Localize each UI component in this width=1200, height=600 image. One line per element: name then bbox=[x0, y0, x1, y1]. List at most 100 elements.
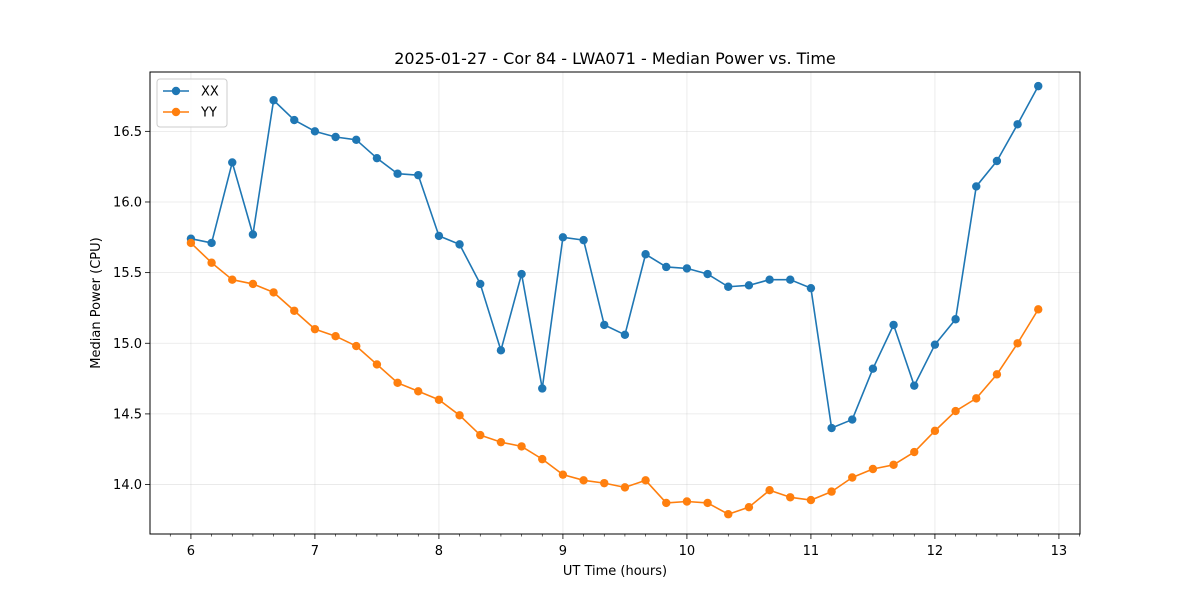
data-point bbox=[434, 395, 444, 404]
data-point bbox=[765, 486, 774, 495]
data-point bbox=[517, 269, 526, 279]
data-point bbox=[476, 430, 485, 440]
y-tick-label: 15.5 bbox=[113, 266, 142, 281]
data-point bbox=[910, 381, 919, 390]
x-tick-label: 8 bbox=[435, 544, 443, 559]
y-tick-label: 15.0 bbox=[113, 337, 142, 352]
data-point bbox=[930, 426, 940, 436]
data-point bbox=[290, 306, 299, 315]
data-point bbox=[744, 502, 754, 512]
y-tick-label: 16.5 bbox=[113, 125, 142, 140]
data-point bbox=[703, 498, 712, 508]
x-tick-label: 10 bbox=[679, 544, 696, 559]
data-point bbox=[662, 498, 671, 508]
legend-marker bbox=[171, 107, 181, 117]
data-point bbox=[951, 315, 960, 324]
data-point bbox=[310, 324, 320, 334]
data-point bbox=[889, 320, 898, 330]
data-point bbox=[538, 384, 547, 393]
data-point bbox=[910, 447, 919, 457]
data-point bbox=[331, 132, 340, 142]
data-point bbox=[186, 238, 196, 248]
data-point bbox=[1013, 120, 1022, 129]
data-point bbox=[992, 156, 1002, 166]
data-point bbox=[744, 281, 754, 290]
data-point bbox=[868, 364, 878, 373]
data-point bbox=[455, 411, 464, 420]
data-point bbox=[848, 415, 857, 424]
data-point bbox=[228, 275, 237, 284]
data-point bbox=[207, 258, 216, 267]
data-point bbox=[352, 135, 361, 145]
data-point bbox=[207, 238, 216, 248]
data-point bbox=[393, 378, 402, 388]
series-layer bbox=[186, 81, 1043, 519]
data-point bbox=[600, 478, 609, 488]
data-point bbox=[889, 460, 898, 469]
data-point bbox=[248, 279, 258, 289]
data-point bbox=[496, 437, 506, 447]
y-tick-label: 14.0 bbox=[113, 478, 142, 493]
data-point bbox=[414, 170, 423, 180]
data-point bbox=[786, 275, 795, 284]
data-point bbox=[972, 394, 981, 403]
legend-label: XX bbox=[201, 85, 219, 100]
data-point bbox=[703, 269, 712, 279]
data-point bbox=[1034, 305, 1043, 314]
data-point bbox=[538, 454, 547, 464]
data-point bbox=[517, 442, 526, 451]
data-point bbox=[269, 96, 278, 105]
data-point bbox=[848, 473, 857, 482]
data-point bbox=[930, 340, 940, 349]
x-axis: 6 7 8 9 10 11 12 13 bbox=[169, 534, 1080, 559]
y-axis-label: Median Power (CPU) bbox=[89, 237, 104, 368]
data-point bbox=[827, 423, 836, 433]
series-yy bbox=[186, 238, 1043, 519]
data-point bbox=[786, 493, 795, 502]
grid bbox=[150, 72, 1080, 534]
data-point bbox=[352, 341, 361, 351]
data-point bbox=[682, 497, 692, 506]
data-point bbox=[434, 231, 444, 241]
data-point bbox=[992, 370, 1002, 379]
plot-frame bbox=[149, 71, 1081, 535]
data-point bbox=[620, 330, 630, 339]
data-point bbox=[641, 250, 650, 259]
data-point bbox=[248, 230, 258, 239]
data-point bbox=[558, 470, 568, 479]
data-point bbox=[951, 406, 960, 416]
data-point bbox=[724, 282, 733, 291]
x-tick-label: 7 bbox=[311, 544, 319, 559]
x-tick-label: 12 bbox=[927, 544, 944, 559]
y-tick-label: 14.5 bbox=[113, 407, 142, 422]
x-axis-label: UT Time (hours) bbox=[563, 564, 667, 579]
data-point bbox=[414, 387, 423, 396]
x-tick-label: 6 bbox=[187, 544, 195, 559]
chart-title: 2025-01-27 - Cor 84 - LWA071 - Median Po… bbox=[394, 49, 836, 68]
legend-label: YY bbox=[200, 106, 217, 121]
data-point bbox=[827, 487, 836, 496]
data-point bbox=[972, 182, 981, 191]
data-point bbox=[393, 169, 402, 178]
data-point bbox=[724, 510, 733, 519]
data-point bbox=[1034, 81, 1043, 91]
data-point bbox=[496, 346, 506, 355]
data-point bbox=[455, 240, 464, 249]
data-point bbox=[641, 476, 650, 485]
data-point bbox=[600, 320, 609, 330]
data-point bbox=[331, 332, 340, 341]
y-axis: 14.0 14.5 15.0 15.5 16.0 16.5 bbox=[113, 125, 150, 493]
series-xx bbox=[186, 81, 1043, 433]
data-point bbox=[868, 464, 878, 474]
data-point bbox=[620, 483, 630, 492]
data-point bbox=[290, 115, 299, 125]
data-point bbox=[558, 233, 568, 242]
data-point bbox=[476, 279, 485, 289]
data-point bbox=[310, 127, 320, 136]
data-point bbox=[228, 158, 237, 167]
legend-marker bbox=[171, 86, 181, 96]
data-point bbox=[269, 288, 278, 297]
data-point bbox=[579, 235, 588, 245]
data-point bbox=[806, 495, 816, 505]
data-point bbox=[806, 283, 816, 293]
